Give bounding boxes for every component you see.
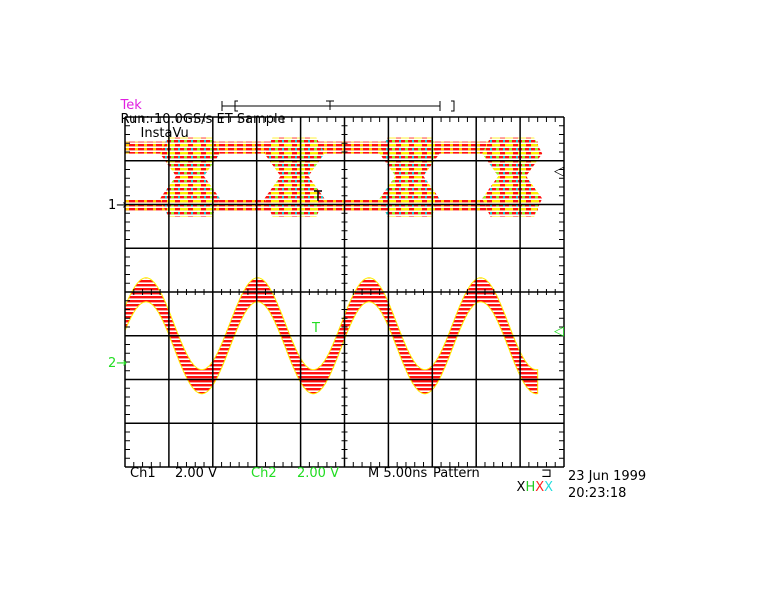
ch2-trigger-position-marker: T: [312, 321, 320, 336]
ch1-label: Ch1: [130, 466, 156, 481]
brand-label: Tek: [120, 98, 142, 113]
pattern-bit: X: [516, 480, 526, 495]
ch2-label: Ch2: [251, 466, 277, 481]
ch2-trigger-level-icon[interactable]: ◁: [554, 324, 564, 339]
timebase: M 5.00ns: [368, 466, 428, 481]
trigger-pattern: XHXX: [500, 467, 554, 509]
pattern-bit: H: [525, 480, 536, 495]
ch1-ground-marker[interactable]: 1→: [108, 198, 128, 213]
pattern-bit: X: [535, 480, 545, 495]
trigger-type: Pattern: [433, 466, 480, 481]
ch1-trigger-marker: [314, 190, 322, 201]
display-window-left-bracket: [234, 100, 238, 112]
display-window-right-bracket: [451, 100, 455, 112]
date: 23 Jun 1999: [568, 469, 647, 484]
ch2-marker-label: 2: [108, 356, 117, 371]
acquisition-mode: InstaVu: [140, 126, 189, 141]
ch1-eye-crossing: [482, 137, 543, 217]
time: 20:23:18: [568, 486, 627, 501]
ch1-scale: 2.00 V: [175, 466, 217, 481]
trigger-point-marker: [326, 100, 334, 110]
ch1-eye-crossing: [159, 137, 220, 217]
trigger-slope-icon: ⊐: [541, 466, 552, 481]
ch1-trigger-level-icon[interactable]: ◁: [554, 164, 564, 179]
pattern-bit: X: [544, 480, 554, 495]
ch2-scale: 2.00 V: [297, 466, 339, 481]
ch1-marker-label: 1: [108, 198, 117, 213]
ch1-eye-crossing: [379, 137, 440, 217]
ch2-ground-marker[interactable]: 2→: [108, 356, 128, 371]
ch2-waveform: [124, 277, 539, 395]
ch1-eye-crossing: [264, 137, 325, 217]
